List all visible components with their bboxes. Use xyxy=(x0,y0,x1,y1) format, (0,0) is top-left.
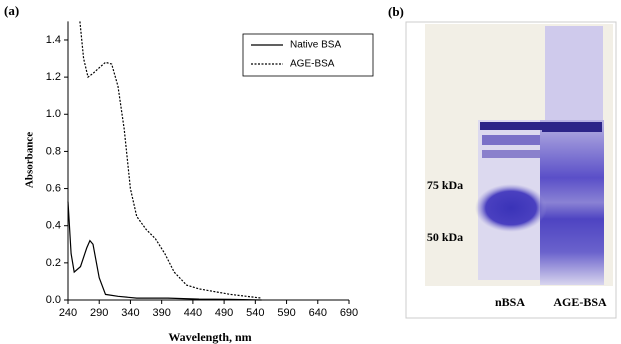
y-tick-label: 1.2 xyxy=(46,71,61,83)
lane-label: AGE-BSA xyxy=(553,295,607,309)
x-tick-label: 540 xyxy=(246,307,264,319)
y-tick-label: 0.2 xyxy=(46,257,61,269)
x-tick-label: 690 xyxy=(340,307,358,319)
y-axis-label: Absorbance xyxy=(24,132,36,188)
x-tick-label: 490 xyxy=(215,307,233,319)
x-tick-label: 640 xyxy=(309,307,327,319)
x-axis-label: Wavelength, nm xyxy=(168,330,251,344)
x-tick-label: 290 xyxy=(90,307,108,319)
y-tick-label: 0.0 xyxy=(46,294,61,306)
y-tick-label: 1.0 xyxy=(46,108,61,120)
y-tick-label: 1.4 xyxy=(46,34,61,46)
panel-label: (b) xyxy=(388,4,404,19)
legend-label: AGE-BSA xyxy=(290,59,335,70)
marker-label: 50 kDa xyxy=(427,230,463,244)
x-tick-label: 240 xyxy=(59,307,77,319)
data-line xyxy=(68,202,262,300)
y-tick-label: 0.6 xyxy=(46,182,61,194)
marker-label: 75 kDa xyxy=(427,178,463,192)
x-tick-label: 590 xyxy=(277,307,295,319)
lane-label: nBSA xyxy=(495,295,525,309)
legend-label: Native BSA xyxy=(290,40,341,51)
x-tick-label: 340 xyxy=(121,307,139,319)
y-tick-label: 0.4 xyxy=(46,220,61,232)
x-tick-label: 390 xyxy=(152,307,170,319)
figure: (a) (b) 75 kDa 50 kDa nBSA AGE-BSA Wavel… xyxy=(0,0,621,344)
gel-image xyxy=(406,22,616,318)
x-tick-label: 440 xyxy=(184,307,202,319)
y-tick-label: 0.8 xyxy=(46,145,61,157)
data-line xyxy=(80,21,262,298)
panel-label: (a) xyxy=(4,3,19,18)
